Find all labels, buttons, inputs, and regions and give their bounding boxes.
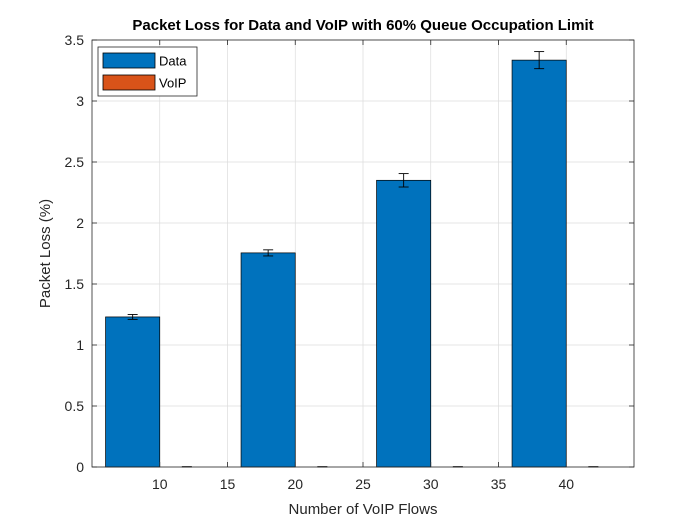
y-tick-label: 2.5: [65, 154, 85, 170]
y-tick-label: 1: [76, 337, 84, 353]
y-tick-label: 1.5: [65, 276, 85, 292]
legend-swatch-voip: [102, 74, 156, 91]
x-tick-label: 40: [558, 476, 574, 492]
bar-data: [105, 316, 161, 468]
x-ticks: 10 15 20 25 30 35 40: [152, 40, 574, 492]
y-ticks: 0 0.5 1 1.5 2 2.5 3 3.5: [65, 32, 634, 475]
bar-data: [240, 252, 296, 468]
y-tick-label: 3.5: [65, 32, 85, 48]
y-axis-label: Packet Loss (%): [37, 199, 54, 308]
chart-title: Packet Loss for Data and VoIP with 60% Q…: [132, 17, 593, 34]
x-tick-label: 30: [423, 476, 439, 492]
legend-label-voip: VoIP: [159, 76, 186, 91]
y-tick-label: 3: [76, 93, 84, 109]
y-tick-label: 2: [76, 215, 84, 231]
y-tick-label: 0: [76, 459, 84, 475]
x-tick-label: 20: [287, 476, 303, 492]
x-axis-label: Number of VoIP Flows: [289, 501, 438, 518]
legend-swatch-data: [102, 52, 156, 69]
x-tick-label: 15: [220, 476, 236, 492]
bar-data: [511, 59, 567, 468]
x-tick-label: 10: [152, 476, 168, 492]
x-tick-label: 35: [491, 476, 507, 492]
legend[interactable]: Data VoIP: [97, 46, 198, 97]
bar-data: [376, 179, 432, 468]
legend-label-data: Data: [159, 54, 187, 69]
x-tick-label: 25: [355, 476, 371, 492]
y-tick-label: 0.5: [65, 398, 85, 414]
